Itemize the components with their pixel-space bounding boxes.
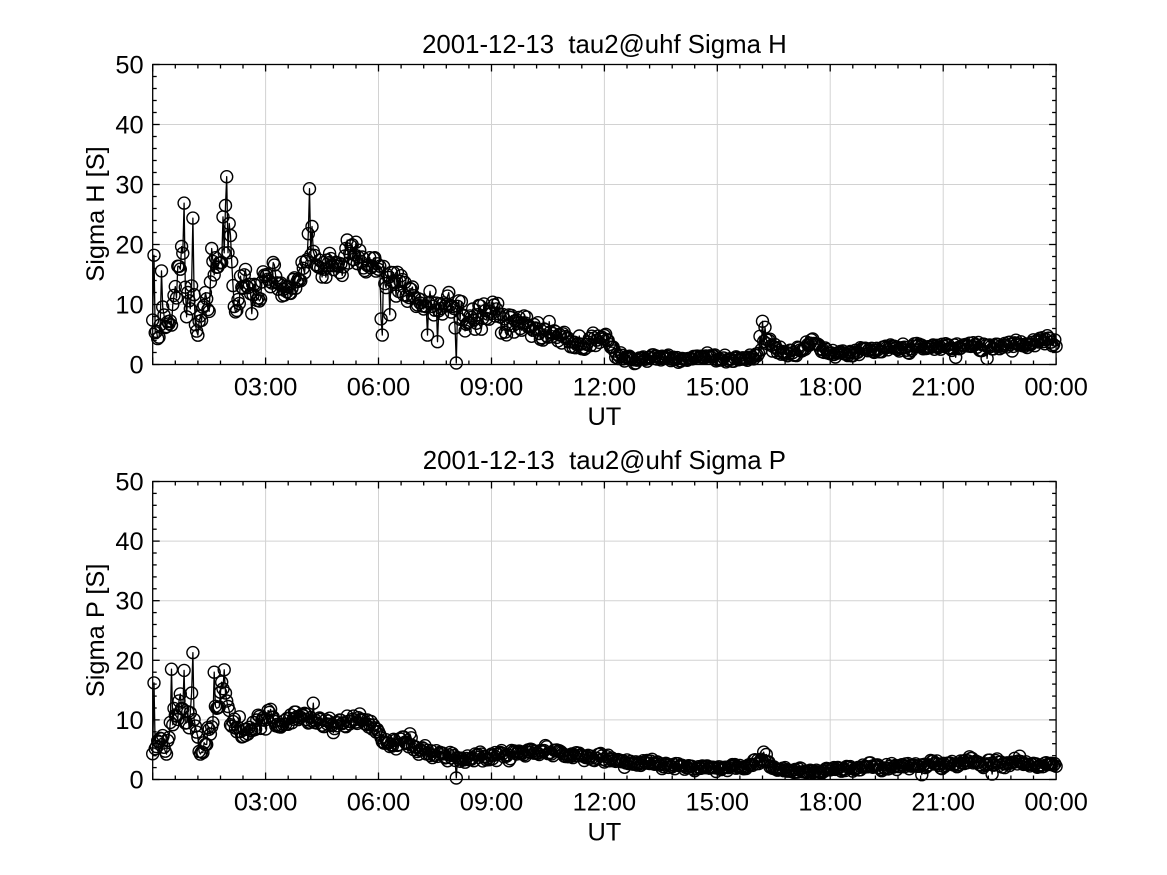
svg-text:00:00: 00:00 xyxy=(1024,789,1088,817)
svg-text:40: 40 xyxy=(115,528,143,556)
svg-text:18:00: 18:00 xyxy=(798,374,862,402)
svg-text:00:00: 00:00 xyxy=(1024,374,1088,402)
svg-text:12:00: 12:00 xyxy=(573,374,637,402)
svg-text:UT: UT xyxy=(587,403,621,431)
svg-text:15:00: 15:00 xyxy=(686,374,750,402)
svg-text:Sigma P [S]: Sigma P [S] xyxy=(82,564,110,698)
svg-text:Sigma H [S]: Sigma H [S] xyxy=(82,146,110,281)
svg-text:12:00: 12:00 xyxy=(573,789,637,817)
svg-text:03:00: 03:00 xyxy=(234,374,298,402)
svg-text:40: 40 xyxy=(115,112,143,140)
svg-text:10: 10 xyxy=(115,292,143,320)
svg-text:09:00: 09:00 xyxy=(460,374,524,402)
svg-text:20: 20 xyxy=(115,232,143,260)
svg-text:50: 50 xyxy=(115,469,143,497)
svg-text:2001-12-13 tau2@uhf Sigma H: 2001-12-13 tau2@uhf Sigma H xyxy=(422,31,787,59)
svg-text:UT: UT xyxy=(587,818,621,846)
svg-text:0: 0 xyxy=(129,352,143,380)
svg-text:10: 10 xyxy=(115,707,143,735)
svg-text:30: 30 xyxy=(115,172,143,200)
svg-text:21:00: 21:00 xyxy=(911,789,975,817)
svg-text:50: 50 xyxy=(115,52,143,80)
svg-text:09:00: 09:00 xyxy=(460,789,524,817)
svg-text:20: 20 xyxy=(115,647,143,675)
svg-text:30: 30 xyxy=(115,588,143,616)
svg-text:0: 0 xyxy=(129,767,143,795)
svg-text:06:00: 06:00 xyxy=(347,374,411,402)
svg-text:03:00: 03:00 xyxy=(234,789,298,817)
svg-text:2001-12-13 tau2@uhf Sigma P: 2001-12-13 tau2@uhf Sigma P xyxy=(423,447,786,475)
svg-text:15:00: 15:00 xyxy=(686,789,750,817)
svg-text:06:00: 06:00 xyxy=(347,789,411,817)
svg-text:18:00: 18:00 xyxy=(798,789,862,817)
svg-text:21:00: 21:00 xyxy=(911,374,975,402)
